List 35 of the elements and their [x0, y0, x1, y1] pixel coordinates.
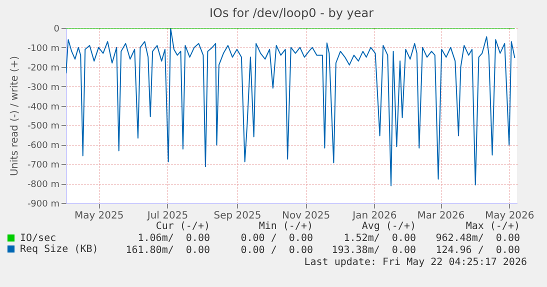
text: 962.48m/ 0.00 — [436, 233, 520, 245]
text: Cur (-/+) — [156, 221, 210, 233]
text: 124.96 / 0.00 — [436, 245, 520, 257]
text: 1.52m/ 0.00 — [344, 233, 416, 245]
y-tick-label: -500 m — [27, 122, 60, 132]
x-tick-label: Sep 2025 — [214, 210, 262, 222]
y-tick-label: -200 m — [27, 63, 60, 74]
y-tick-label: 0 — [54, 24, 60, 34]
text: Avg (-/+) — [362, 221, 416, 233]
y-tick-label: -800 m — [27, 180, 60, 190]
y-tick-label: -100 m — [27, 44, 60, 54]
line-series — [66, 28, 516, 186]
y-tick-label: -600 m — [27, 141, 60, 152]
x-tick-label: Mar 2026 — [417, 210, 465, 222]
x-tick-label: Nov 2025 — [282, 210, 330, 222]
text: 1.06m/ 0.00 — [138, 233, 210, 245]
chart-title: IOs for /dev/loop0 - by year — [209, 6, 374, 20]
legend-label: Req Size (KB) — [20, 244, 98, 255]
text: 161.80m/ 0.00 — [126, 245, 210, 257]
x-tick-label: Jul 2025 — [146, 210, 188, 222]
x-tick-label: May 2025 — [74, 210, 124, 222]
text: Min (-/+) — [258, 221, 313, 233]
y-tick-label: -900 m — [27, 200, 60, 210]
y-axis-title: Units read (-) / write (+) — [9, 56, 20, 176]
y-tick-label: -400 m — [27, 102, 60, 112]
text: 0.00 / 0.00 — [240, 233, 313, 245]
legend-label: IO/sec — [20, 233, 56, 244]
text: Last update: Fri May 22 04:25:17 2026 — [304, 257, 527, 269]
text: 0.00 / 0.00 — [240, 245, 313, 257]
x-tick-label: Jan 2026 — [352, 210, 397, 222]
y-tick-label: -700 m — [27, 160, 60, 171]
x-tick-label: May 2026 — [484, 210, 534, 222]
text: 193.38m/ 0.00 — [332, 245, 416, 257]
text: Max (-/+) — [466, 221, 520, 233]
y-tick-label: -300 m — [27, 82, 60, 93]
